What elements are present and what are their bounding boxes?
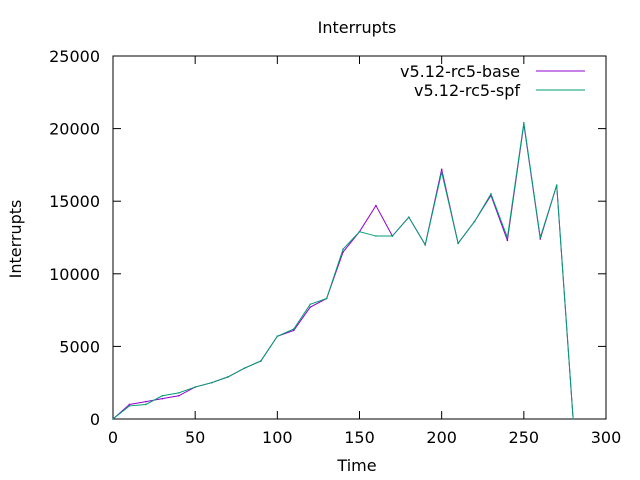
y-tick-label: 20000 — [49, 120, 100, 139]
y-axis: 0 5000 10000 15000 20000 25000 — [49, 47, 606, 429]
data-point — [128, 403, 131, 406]
data-point — [375, 235, 377, 237]
data-point — [309, 306, 312, 308]
data-point — [555, 184, 558, 187]
data-point — [145, 403, 147, 406]
y-tick-label: 10000 — [49, 265, 100, 284]
data-point — [539, 238, 542, 240]
legend-label: v5.12-rc5-spf — [414, 81, 520, 100]
data-point — [523, 121, 525, 124]
data-point — [572, 418, 574, 420]
data-point — [424, 243, 427, 246]
y-tick-label: 5000 — [59, 337, 100, 356]
y-tick-label: 25000 — [49, 47, 100, 66]
x-axis: 0 50 100 150 200 250 300 — [108, 56, 621, 447]
chart-title: Interrupts — [318, 18, 397, 37]
data-point — [161, 394, 164, 397]
data-point — [325, 297, 328, 300]
data-point — [506, 236, 509, 239]
data-point — [161, 397, 164, 400]
data-point — [128, 405, 131, 407]
data-point — [243, 367, 246, 369]
x-tick-label: 0 — [108, 428, 118, 447]
series-lines — [112, 121, 574, 420]
data-point — [440, 171, 443, 173]
x-tick-label: 300 — [591, 428, 622, 447]
x-axis-label: Time — [336, 456, 376, 475]
data-point — [194, 386, 196, 388]
data-point — [210, 381, 213, 384]
data-point — [342, 248, 344, 250]
x-tick-label: 200 — [426, 428, 457, 447]
x-tick-label: 250 — [509, 428, 540, 447]
x-tick-label: 50 — [185, 428, 205, 447]
data-point — [177, 392, 180, 394]
data-point — [309, 303, 312, 306]
data-point — [490, 193, 492, 195]
x-tick-label: 150 — [344, 428, 375, 447]
data-point — [375, 204, 377, 207]
y-tick-label: 0 — [90, 410, 100, 429]
data-point — [292, 328, 295, 330]
data-point — [539, 236, 542, 239]
data-point — [177, 394, 180, 397]
data-point — [276, 335, 279, 338]
data-point — [112, 418, 114, 420]
data-point — [145, 400, 147, 403]
data-point — [440, 168, 443, 171]
data-point — [227, 376, 229, 378]
plot-frame — [112, 55, 607, 420]
data-point — [391, 235, 394, 237]
data-point — [408, 216, 410, 218]
data-point — [457, 242, 459, 245]
legend-label: v5.12-rc5-base — [400, 62, 520, 81]
series-line-v5.12-rc5-base — [112, 124, 574, 420]
x-tick-label: 100 — [262, 428, 293, 447]
y-axis-label: Interrupts — [6, 200, 25, 279]
data-point — [260, 360, 262, 362]
series-line-v5.12-rc5-spf — [112, 122, 574, 420]
data-point — [358, 230, 361, 233]
data-point — [506, 239, 509, 242]
data-point — [473, 220, 476, 223]
y-tick-label: 15000 — [49, 192, 100, 211]
data-point — [292, 329, 295, 332]
